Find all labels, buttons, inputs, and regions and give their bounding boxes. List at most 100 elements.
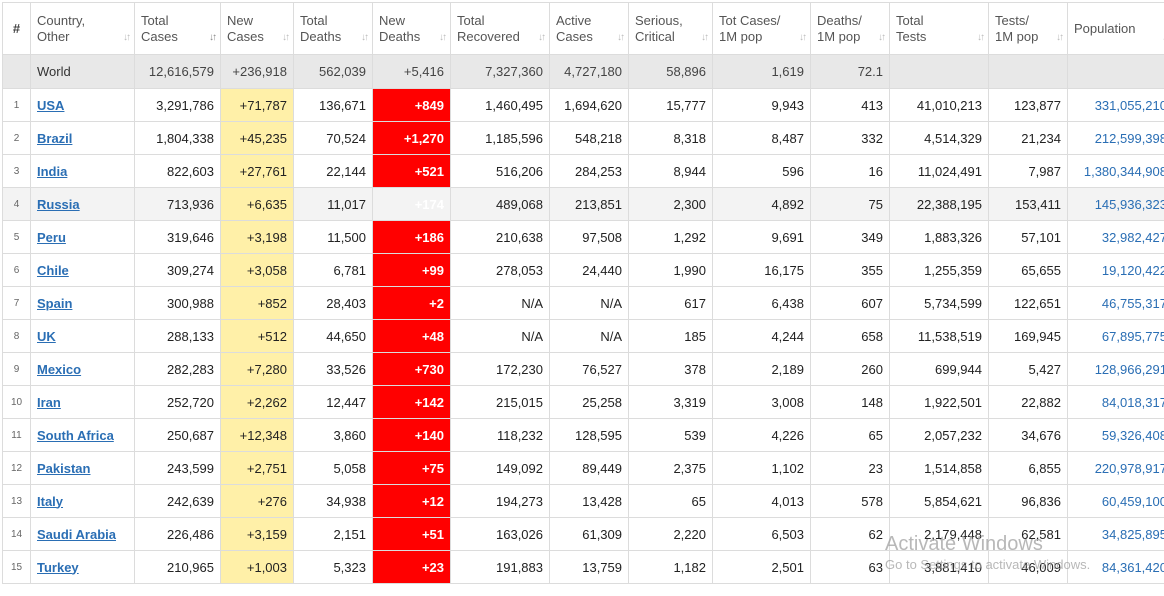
header-total-cases[interactable]: Total Cases ↓↑ (134, 2, 221, 55)
country-link[interactable]: Spain (37, 295, 73, 311)
header-active-cases-label: Active Cases (556, 12, 593, 44)
country-link[interactable]: Saudi Arabia (37, 526, 116, 542)
serious-critical-cell: 1,990 (628, 253, 713, 287)
header-country[interactable]: Country, Other ↓↑ (30, 2, 135, 55)
total-recovered-cell: 118,232 (450, 418, 550, 452)
total-deaths-cell: 136,671 (293, 88, 373, 122)
population-link[interactable]: 67,895,775 (1101, 328, 1164, 344)
active-cases-cell: 97,508 (549, 220, 629, 254)
active-cases-cell: 284,253 (549, 154, 629, 188)
header-tot-cases-1m[interactable]: Tot Cases/ 1M pop ↓↑ (712, 2, 811, 55)
header-new-cases[interactable]: New Cases ↓↑ (220, 2, 294, 55)
population-link[interactable]: 128,966,291 (1094, 361, 1164, 377)
active-cases-cell: 61,309 (549, 517, 629, 551)
tests-1m-cell: 123,877 (988, 88, 1068, 122)
total-recovered-cell: 1,185,596 (450, 121, 550, 155)
new-deaths-cell: +174 (372, 187, 451, 221)
header-deaths-1m[interactable]: Deaths/ 1M pop ↓↑ (810, 2, 890, 55)
country-link[interactable]: Chile (37, 262, 69, 278)
total-cases-cell: 319,646 (134, 220, 221, 254)
tot-cases-1m-cell: 2,501 (712, 550, 811, 584)
world-row: World 12,616,579 +236,918 562,039 +5,416… (2, 54, 1164, 89)
sort-icon[interactable]: ↓↑ (209, 32, 217, 43)
table-row: 11 South Africa 250,687 +12,348 3,860 +140 118… (2, 418, 1164, 452)
population-link[interactable]: 1,380,344,908 (1083, 163, 1164, 179)
country-link[interactable]: Mexico (37, 361, 82, 377)
total-tests-cell: 4,514,329 (889, 121, 989, 155)
tests-1m-cell: 122,651 (988, 286, 1068, 320)
country-link[interactable]: Turkey (37, 559, 79, 575)
total-tests-cell: 1,255,359 (889, 253, 989, 287)
population-link[interactable]: 220,978,917 (1094, 460, 1164, 476)
total-recovered-cell: 194,273 (450, 484, 550, 518)
country-link[interactable]: USA (37, 97, 65, 113)
total-tests-cell: 2,179,448 (889, 517, 989, 551)
country-link[interactable]: Italy (37, 493, 64, 509)
sort-icon[interactable]: ↓↑ (799, 32, 807, 43)
table-row: 3 India 822,603 +27,761 22,144 +521 516,206 284… (2, 154, 1164, 188)
tests-1m-cell: 22,882 (988, 385, 1068, 419)
total-cases-cell: 242,639 (134, 484, 221, 518)
active-cases-cell: 13,428 (549, 484, 629, 518)
active-cases-cell: 548,218 (549, 121, 629, 155)
country-link[interactable]: South Africa (37, 427, 114, 443)
deaths-1m-cell: 65 (810, 418, 890, 452)
population-link[interactable]: 60,459,100 (1101, 493, 1164, 509)
table-row: 5 Peru 319,646 +3,198 11,500 +186 210,638 97,50… (2, 220, 1164, 254)
sort-icon[interactable]: ↓↑ (617, 32, 625, 43)
sort-icon[interactable]: ↓↑ (977, 32, 985, 43)
world-country-cell: World (30, 54, 135, 89)
country-link[interactable]: Brazil (37, 130, 73, 146)
total-tests-cell: 699,944 (889, 352, 989, 386)
country-link[interactable]: Pakistan (37, 460, 91, 476)
sort-icon[interactable]: ↓↑ (439, 32, 447, 43)
country-link[interactable]: India (37, 163, 68, 179)
header-tests-1m[interactable]: Tests/ 1M pop ↓↑ (988, 2, 1068, 55)
population-link[interactable]: 331,055,210 (1094, 97, 1164, 113)
tot-cases-1m-cell: 9,691 (712, 220, 811, 254)
population-link[interactable]: 212,599,398 (1094, 130, 1164, 146)
tot-cases-1m-cell: 1,102 (712, 451, 811, 485)
population-link[interactable]: 84,361,420 (1101, 559, 1164, 575)
country-link[interactable]: Peru (37, 229, 66, 245)
sort-icon[interactable]: ↓↑ (878, 32, 886, 43)
total-tests-cell: 22,388,195 (889, 187, 989, 221)
header-new-deaths[interactable]: New Deaths ↓↑ (372, 2, 451, 55)
active-cases-cell: 1,694,620 (549, 88, 629, 122)
tot-cases-1m-cell: 596 (712, 154, 811, 188)
total-tests-cell: 5,854,621 (889, 484, 989, 518)
population-link[interactable]: 145,936,323 (1094, 196, 1164, 212)
serious-critical-cell: 65 (628, 484, 713, 518)
population-link[interactable]: 59,326,408 (1101, 427, 1164, 443)
sort-icon[interactable]: ↓↑ (123, 32, 131, 43)
population-link[interactable]: 34,825,895 (1101, 526, 1164, 542)
tests-1m-cell: 65,655 (988, 253, 1068, 287)
sort-icon[interactable]: ↓↑ (1056, 32, 1064, 43)
header-total-tests[interactable]: Total Tests ↓↑ (889, 2, 989, 55)
country-cell: Spain (30, 286, 135, 320)
country-link[interactable]: UK (37, 328, 56, 344)
header-total-recovered[interactable]: Total Recovered ↓↑ (450, 2, 550, 55)
country-link[interactable]: Russia (37, 196, 80, 212)
population-link[interactable]: 46,755,317 (1101, 295, 1164, 311)
row-index: 11 (2, 418, 31, 452)
population-link[interactable]: 32,982,427 (1101, 229, 1164, 245)
header-population[interactable]: Population ↓↑ (1067, 2, 1164, 55)
header-active-cases[interactable]: Active Cases ↓↑ (549, 2, 629, 55)
sort-icon[interactable]: ↓↑ (538, 32, 546, 43)
country-link[interactable]: Iran (37, 394, 61, 410)
table-row: 12 Pakistan 243,599 +2,751 5,058 +75 149,092 89… (2, 451, 1164, 485)
sort-icon[interactable]: ↓↑ (701, 32, 709, 43)
table-row: 6 Chile 309,274 +3,058 6,781 +99 278,053 24,440… (2, 253, 1164, 287)
header-serious-critical[interactable]: Serious, Critical ↓↑ (628, 2, 713, 55)
sort-icon[interactable]: ↓↑ (361, 32, 369, 43)
sort-icon[interactable]: ↓↑ (1162, 30, 1164, 46)
population-link[interactable]: 84,018,317 (1101, 394, 1164, 410)
header-total-deaths[interactable]: Total Deaths ↓↑ (293, 2, 373, 55)
population-link[interactable]: 19,120,422 (1101, 262, 1164, 278)
new-deaths-cell: +1,270 (372, 121, 451, 155)
total-deaths-cell: 44,650 (293, 319, 373, 353)
sort-icon[interactable]: ↓↑ (282, 32, 290, 43)
new-deaths-cell: +75 (372, 451, 451, 485)
new-cases-cell: +2,262 (220, 385, 294, 419)
